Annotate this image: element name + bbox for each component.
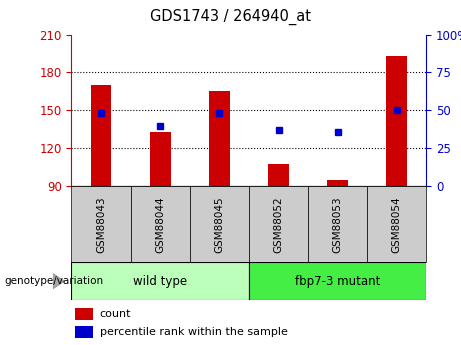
Text: count: count [100,309,131,319]
Text: percentile rank within the sample: percentile rank within the sample [100,327,288,337]
Text: GSM88045: GSM88045 [214,196,225,253]
Bar [327,180,348,186]
Polygon shape [53,274,65,289]
Bar [249,262,426,300]
Text: wild type: wild type [133,275,187,288]
Text: GSM88044: GSM88044 [155,196,165,253]
Bar [91,85,112,186]
Bar [308,186,367,262]
Bar [71,262,249,300]
Bar [268,164,289,186]
Text: fbp7-3 mutant: fbp7-3 mutant [295,275,380,288]
Bar [209,91,230,186]
Text: GSM88053: GSM88053 [333,196,343,253]
Text: GSM88043: GSM88043 [96,196,106,253]
Bar [75,308,93,319]
Bar [75,326,93,338]
Bar [190,186,249,262]
Text: GSM88052: GSM88052 [273,196,284,253]
Bar [130,186,190,262]
Bar [386,56,407,186]
Bar [367,186,426,262]
Bar [71,186,130,262]
Bar [150,132,171,186]
Text: GDS1743 / 264940_at: GDS1743 / 264940_at [150,9,311,25]
Bar [249,186,308,262]
Text: GSM88054: GSM88054 [392,196,402,253]
Text: genotype/variation: genotype/variation [5,276,104,286]
